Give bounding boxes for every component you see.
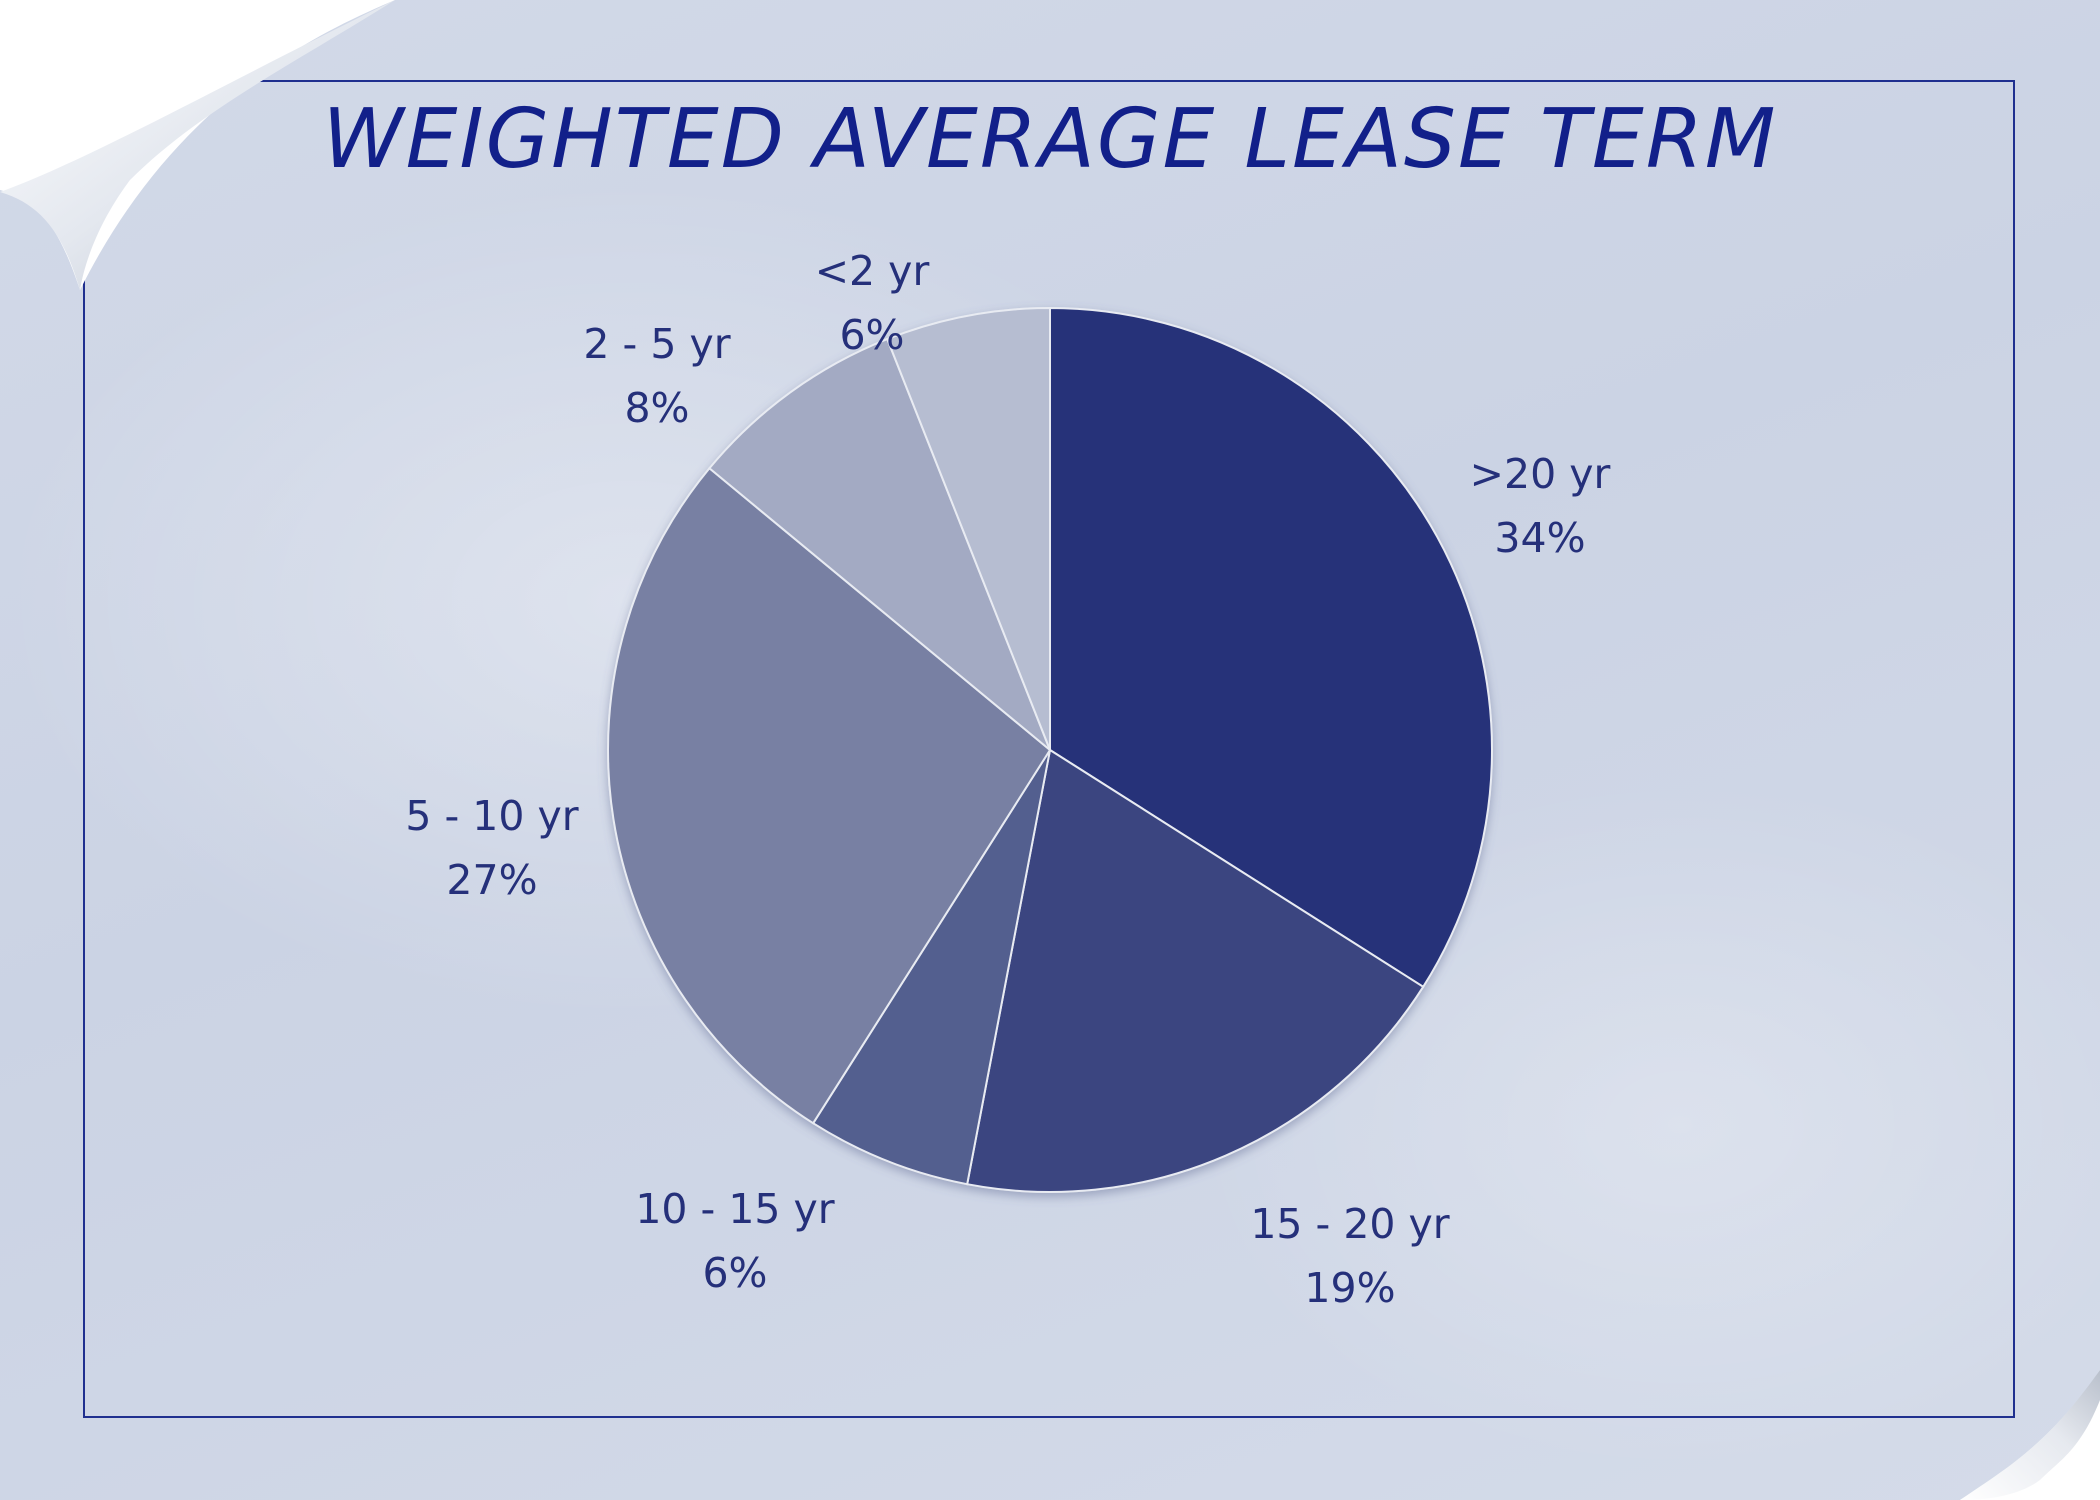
pie-slice: [811, 749, 1051, 1186]
pie-slice: [966, 748, 1425, 1193]
pie-slice: [885, 306, 1051, 751]
slice-value-label: 34%: [1494, 514, 1585, 562]
pie-slice: [607, 466, 1052, 1125]
slice-value-label: 27%: [446, 856, 537, 904]
slice-category-label: 2 - 5 yr: [583, 320, 730, 368]
slice-category-label: <2 yr: [815, 247, 930, 295]
slice-category-label: >20 yr: [1470, 450, 1611, 498]
slice-value-label: 6%: [839, 311, 904, 359]
pie-slice: [1049, 306, 1493, 989]
slice-category-label: 5 - 10 yr: [405, 792, 578, 840]
slice-category-label: 15 - 20 yr: [1250, 1200, 1449, 1248]
slice-value-label: 6%: [702, 1249, 767, 1297]
pie-slice: [708, 337, 1051, 751]
slice-category-label: 10 - 15 yr: [635, 1185, 834, 1233]
chart-border: [83, 80, 2015, 1418]
page-curl-bottom-right-icon: [1960, 1370, 2100, 1500]
chart-title: WEIGHTED AVERAGE LEASE TERM: [322, 92, 1778, 187]
slice-value-label: 8%: [624, 384, 689, 432]
page-curl-top-left-icon: [0, 0, 395, 290]
slice-value-label: 19%: [1304, 1264, 1395, 1312]
